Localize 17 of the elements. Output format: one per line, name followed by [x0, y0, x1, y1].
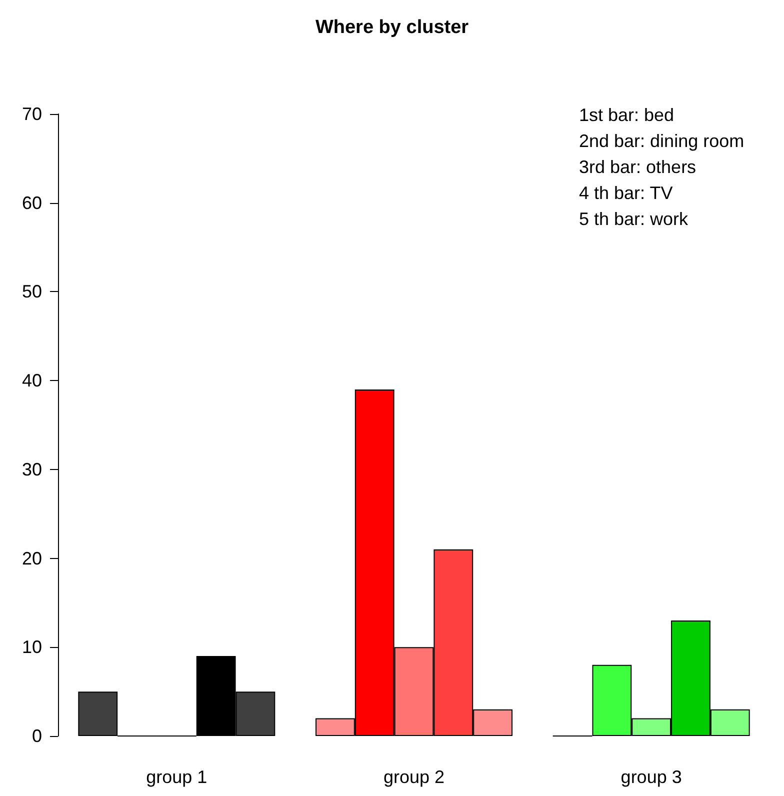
- y-tick-label: 0: [32, 726, 42, 746]
- annotation: 5 th bar: work: [579, 209, 690, 229]
- y-tick-label: 40: [22, 370, 42, 391]
- annotation: 2nd bar: dining room: [579, 131, 744, 151]
- x-tick-label: group 3: [620, 767, 682, 787]
- y-tick-label: 10: [22, 637, 42, 658]
- y-tick-label: 20: [22, 548, 42, 568]
- y-tick-label: 60: [22, 192, 42, 213]
- annotation: 4 th bar: TV: [579, 183, 673, 203]
- chart-title: Where by cluster: [315, 17, 470, 38]
- y-tick-label: 70: [22, 104, 42, 124]
- y-tick-label: 50: [22, 282, 42, 302]
- y-tick-label: 30: [22, 459, 42, 480]
- x-tick-label: group 1: [146, 767, 208, 787]
- annotation: 1st bar: bed: [579, 105, 674, 125]
- annotation: 3rd bar: others: [579, 157, 696, 177]
- x-tick-label: group 2: [383, 767, 445, 787]
